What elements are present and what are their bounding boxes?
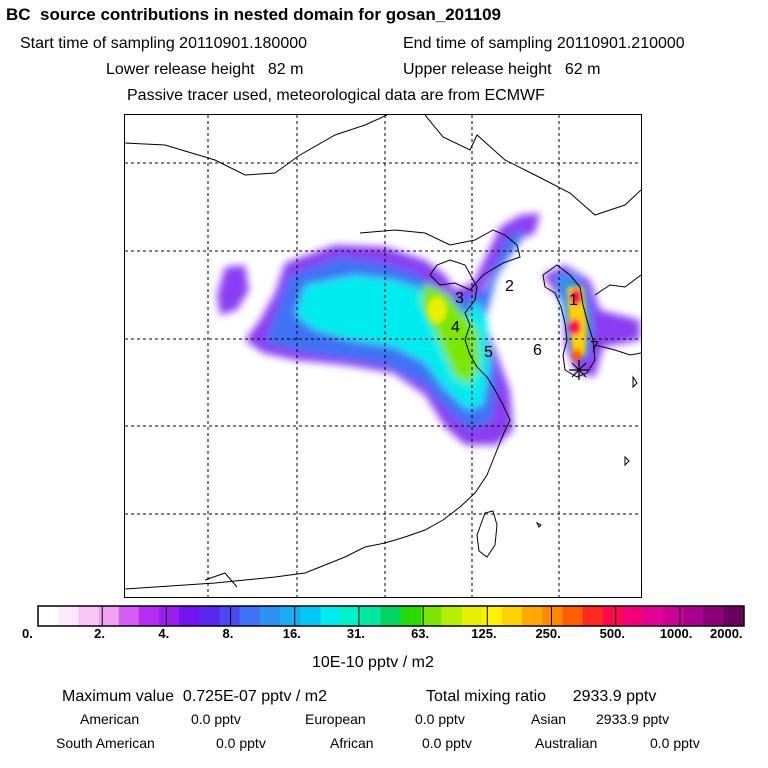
colorbar-segment bbox=[280, 606, 301, 626]
colorbar-tick-label: 0. bbox=[22, 626, 33, 641]
colorbar-segment bbox=[118, 606, 140, 626]
colorbar-tick-label: 63. bbox=[411, 626, 430, 641]
end-time-text: End time of sampling 20110901.210000 bbox=[403, 35, 685, 52]
colorbar-tick-label: 2. bbox=[94, 626, 106, 641]
plume-west-blob bbox=[217, 265, 249, 315]
colorbar-segment bbox=[683, 606, 705, 626]
asian-value: 2933.9 pptv bbox=[596, 711, 670, 727]
region-label-2: 2 bbox=[505, 278, 514, 295]
colorbar-segment bbox=[159, 606, 180, 626]
south-american-label: South American bbox=[56, 735, 155, 751]
colorbar-segment bbox=[259, 606, 281, 626]
colorbar-segment bbox=[219, 606, 241, 626]
upper-release-text: Upper release height 62 m bbox=[403, 61, 601, 78]
graticule bbox=[125, 115, 641, 597]
colorbar-segment bbox=[703, 606, 725, 626]
african-value: 0.0 pptv bbox=[422, 735, 472, 751]
region-label-1: 1 bbox=[569, 292, 578, 309]
colorbar-border bbox=[37, 605, 745, 627]
region-label-7: 7 bbox=[590, 339, 599, 356]
colorbar-segment bbox=[300, 606, 321, 626]
max-value-text: Maximum value 0.725E-07 pptv / m2 bbox=[62, 688, 328, 705]
colorbar-segment bbox=[199, 606, 221, 626]
colorbar-segment bbox=[58, 606, 79, 626]
south-american-value: 0.0 pptv bbox=[216, 735, 266, 751]
map-canvas: 1 2 3 4 5 6 7 bbox=[124, 114, 642, 597]
coastlines bbox=[124, 114, 642, 590]
african-label: African bbox=[330, 735, 374, 751]
lower-release-text: Lower release height 82 m bbox=[106, 61, 304, 78]
colorbar-tick-label: 1000. bbox=[659, 626, 693, 641]
colorbar-segment bbox=[98, 606, 120, 626]
colorbar-segment bbox=[401, 606, 422, 626]
european-label: European bbox=[305, 711, 366, 727]
colorbar-tick-label: 2000. bbox=[710, 626, 743, 641]
american-value: 0.0 pptv bbox=[191, 711, 241, 727]
colorbar-segment bbox=[643, 606, 664, 626]
coastline-china bbox=[124, 114, 388, 176]
colorbar-segment bbox=[239, 606, 261, 626]
map-panel: 1 2 3 4 5 6 7 bbox=[124, 114, 642, 598]
colorbar-tick-label: 8. bbox=[222, 626, 234, 641]
colorbar-segment bbox=[501, 606, 523, 626]
region-label-3: 3 bbox=[455, 290, 464, 307]
region-label-4: 4 bbox=[451, 319, 460, 336]
start-time-text: Start time of sampling 20110901.180000 bbox=[20, 35, 308, 52]
asian-label: Asian bbox=[531, 711, 567, 727]
total-mixing-text: Total mixing ratio 2933.9 pptv bbox=[426, 688, 657, 705]
colorbar-svg bbox=[37, 605, 745, 627]
star-icon bbox=[569, 360, 589, 380]
colorbar-segment bbox=[441, 606, 463, 626]
tracer-note-text: Passive tracer used, meteorological data… bbox=[127, 87, 545, 104]
colorbar-segment bbox=[522, 606, 543, 626]
plume-core bbox=[427, 287, 587, 361]
colorbar-unit: 10E-10 pptv / m2 bbox=[312, 654, 434, 671]
region-label-5: 5 bbox=[484, 344, 493, 361]
colorbar-tick-label: 250. bbox=[535, 626, 561, 641]
colorbar-segment bbox=[380, 606, 402, 626]
plot-title: BC source contributions in nested domain… bbox=[6, 5, 502, 24]
colorbar-segment bbox=[542, 606, 563, 626]
colorbar-segment bbox=[582, 606, 604, 626]
colorbar-segment bbox=[421, 606, 442, 626]
colorbar-tick-label: 125. bbox=[471, 626, 497, 641]
colorbar-segment bbox=[360, 606, 382, 626]
australian-value: 0.0 pptv bbox=[650, 735, 700, 751]
colorbar-tick-label: 4. bbox=[158, 626, 170, 641]
region-label-6: 6 bbox=[533, 342, 542, 359]
colorbar-segment bbox=[78, 606, 100, 626]
colorbar-segment bbox=[723, 606, 745, 626]
colorbar-segment bbox=[340, 606, 362, 626]
colorbar-tick-label: 31. bbox=[346, 626, 365, 641]
colorbar-segment bbox=[562, 606, 584, 626]
colorbar-segment bbox=[38, 606, 59, 626]
colorbar-segment bbox=[622, 606, 644, 626]
colorbar-segment bbox=[602, 606, 624, 626]
colorbar-segment bbox=[179, 606, 200, 626]
colorbar-segment bbox=[663, 606, 684, 626]
coastline-korea bbox=[542, 264, 596, 378]
colorbar-segment bbox=[138, 606, 160, 626]
american-label: American bbox=[80, 711, 140, 727]
colorbar-tick-label: 500. bbox=[599, 626, 625, 641]
european-value: 0.0 pptv bbox=[415, 711, 465, 727]
colorbar bbox=[37, 605, 745, 632]
coastline-taiwan bbox=[476, 510, 498, 558]
colorbar-segment bbox=[461, 606, 483, 626]
colorbar-tick-label: 16. bbox=[282, 626, 301, 641]
colorbar-segment bbox=[320, 606, 342, 626]
australian-label: Australian bbox=[535, 735, 598, 751]
colorbar-segment bbox=[481, 606, 503, 626]
